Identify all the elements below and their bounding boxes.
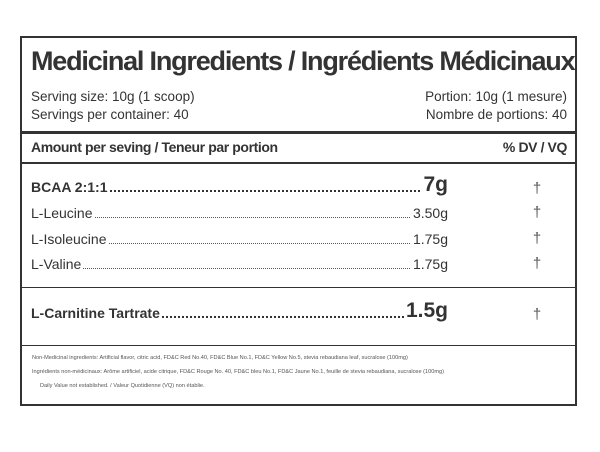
non-medicinal-fr: Ingrédients non-médicinaux: Arôme artifi… — [32, 369, 444, 375]
dot-leader — [31, 217, 448, 218]
ingredient-dv: † — [532, 204, 542, 221]
ingredient-name: L-Leucine — [31, 205, 95, 221]
ingredient-dv: † — [532, 230, 542, 247]
ingredient-amount: 3.50g — [410, 205, 448, 221]
dv-header: % DV / VQ — [502, 139, 567, 155]
ingredient-name: BCAA 2:1:1 — [31, 179, 110, 195]
ingredient-dv: † — [532, 306, 542, 323]
ingredient-amount: 1.5g — [403, 299, 448, 323]
supplement-facts-panel: Medicinal Ingredients / Ingrédients Médi… — [20, 36, 577, 406]
panel-title: Medicinal Ingredients / Ingrédients Médi… — [31, 46, 576, 76]
ingredient-amount: 1.75g — [410, 256, 448, 272]
dot-leader — [31, 316, 448, 318]
ingredient-amount: 1.75g — [410, 231, 448, 247]
ingredient-name: L-Valine — [31, 256, 84, 272]
servings-per-container-en: Servings per container: 40 — [31, 107, 189, 122]
ingredient-name: L-Carnitine Tartrate — [31, 305, 162, 321]
footnote-divider — [22, 345, 575, 346]
dot-leader — [31, 243, 448, 244]
ingredient-row-carnitine: L-Carnitine Tartrate 1.5g — [31, 299, 448, 323]
non-medicinal-en: Non-Medicinal ingredients: Artificial fl… — [32, 355, 408, 361]
ingredient-row-valine: L-Valine 1.75g — [31, 252, 448, 274]
serving-size-fr: Portion: 10g (1 mesure) — [425, 89, 567, 104]
ingredient-row-bcaa: BCAA 2:1:1 7g — [31, 173, 448, 197]
dot-leader — [31, 268, 448, 269]
dv-note: Daily Value not established. / Valeur Qu… — [40, 383, 205, 389]
amount-header: Amount per seving / Teneur par portion — [31, 139, 278, 155]
thick-divider — [22, 131, 575, 134]
serving-size-en: Serving size: 10g (1 scoop) — [31, 89, 195, 104]
header-divider — [22, 162, 575, 164]
ingredient-row-leucine: L-Leucine 3.50g — [31, 201, 448, 223]
section-divider — [22, 287, 575, 288]
dot-leader — [31, 190, 448, 192]
servings-per-container-fr: Nombre de portions: 40 — [425, 107, 567, 122]
ingredient-amount: 7g — [421, 173, 448, 197]
ingredient-name: L-Isoleucine — [31, 231, 109, 247]
ingredient-row-isoleucine: L-Isoleucine 1.75g — [31, 227, 448, 249]
ingredient-dv: † — [532, 255, 542, 272]
ingredient-dv: † — [532, 180, 542, 197]
